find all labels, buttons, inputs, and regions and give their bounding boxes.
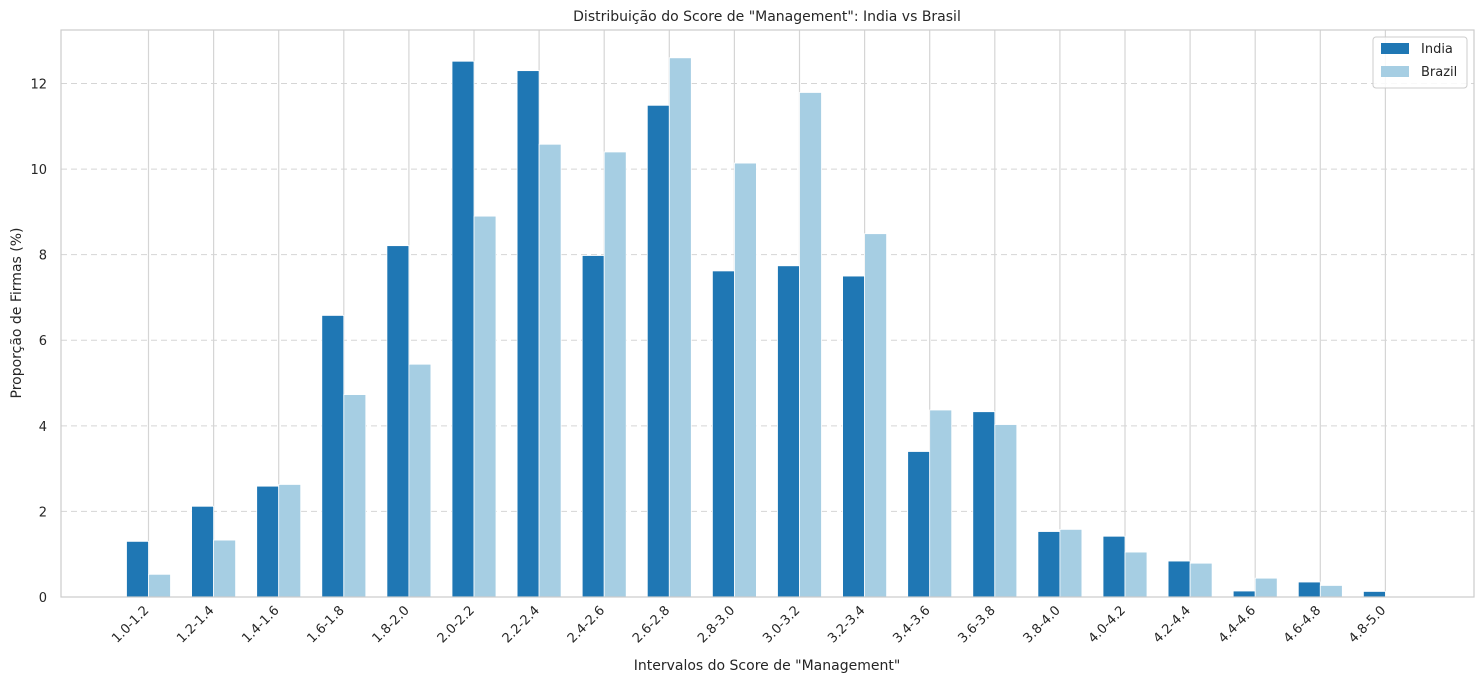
x-tick-label: 2.0-2.2 (435, 603, 478, 646)
x-tick-label: 3.0-3.2 (760, 603, 803, 646)
bar-india (1297, 581, 1321, 598)
bar-brazil (864, 233, 887, 598)
y-axis-ticks: 0 2 4 6 8 10 12 (30, 77, 47, 606)
bar-india (126, 540, 149, 598)
bar-brazil (1189, 562, 1213, 598)
bar-india (1102, 535, 1126, 598)
bar-brazil (1059, 528, 1083, 598)
chart-title: Distribuição do Score de "Management": I… (573, 9, 961, 25)
legend: India Brazil (1372, 36, 1468, 89)
bar-india (777, 265, 800, 598)
x-tick-label: 1.8-2.0 (370, 603, 413, 646)
bars (126, 57, 1386, 598)
bar-india (581, 255, 605, 598)
bar-brazil (148, 573, 171, 598)
bar-brazil (213, 539, 237, 598)
bar-brazil (668, 57, 692, 598)
x-tick-label: 3.6-3.8 (955, 603, 998, 646)
bar-brazil (343, 394, 367, 598)
legend-swatch-brazil (1381, 66, 1409, 77)
x-tick-label: 1.2-1.4 (174, 603, 217, 646)
x-tick-label: 2.8-3.0 (695, 603, 738, 646)
bar-india (386, 245, 410, 598)
y-tick-label: 2 (39, 505, 47, 520)
x-tick-label: 1.4-1.6 (239, 603, 282, 646)
y-tick-label: 10 (30, 163, 47, 178)
bar-india (1232, 590, 1256, 598)
x-tick-label: 1.6-1.8 (304, 603, 347, 646)
x-axis-label: Intervalos do Score de "Management" (634, 658, 901, 674)
x-tick-label: 4.6-4.8 (1281, 603, 1324, 646)
bar-brazil (603, 151, 627, 598)
x-tick-label: 4.0-4.2 (1086, 603, 1129, 646)
bar-india (907, 451, 931, 598)
y-tick-label: 0 (39, 591, 47, 606)
bar-brazil (929, 409, 953, 598)
bar-india (972, 411, 996, 598)
x-tick-label: 4.8-5.0 (1346, 603, 1389, 646)
bar-brazil (994, 424, 1018, 598)
bar-india (256, 485, 280, 598)
bar-brazil (734, 162, 757, 598)
bar-brazil (1319, 585, 1343, 598)
plot-frame (60, 29, 1475, 598)
bar-india (1167, 560, 1191, 598)
bar-brazil (278, 484, 302, 598)
y-tick-label: 12 (30, 77, 47, 92)
y-tick-label: 4 (39, 420, 47, 435)
y-tick-label: 6 (39, 334, 47, 349)
x-tick-label: 3.2-3.4 (825, 603, 868, 646)
bar-india (321, 315, 345, 598)
bar-india (516, 70, 540, 598)
x-axis-ticks: 1.0-1.2 1.2-1.4 1.4-1.6 1.6-1.8 1.8-2.0 2.0-2… (109, 603, 1389, 646)
x-tick-label: 1.0-1.2 (109, 603, 152, 646)
x-tick-label: 4.2-4.4 (1151, 603, 1194, 646)
bar-india (1037, 531, 1061, 598)
legend-label-india: India (1421, 42, 1453, 57)
x-tick-label: 2.6-2.8 (630, 603, 673, 646)
bar-india (712, 270, 735, 598)
bar-brazil (408, 363, 432, 598)
bar-brazil (473, 215, 497, 598)
bar-brazil (1254, 577, 1278, 598)
bar-india (1363, 591, 1386, 598)
x-tick-label: 3.4-3.6 (890, 603, 933, 646)
bar-brazil (799, 92, 822, 598)
bar-india (842, 275, 865, 598)
bar-india (191, 505, 215, 598)
y-axis-label: Proporção de Firmas (%) (9, 228, 25, 399)
legend-label-brazil: Brazil (1421, 65, 1457, 80)
bar-brazil (538, 143, 562, 598)
legend-swatch-india (1381, 43, 1409, 54)
y-tick-label: 8 (39, 249, 47, 264)
x-tick-label: 2.4-2.6 (565, 603, 608, 646)
x-tick-label: 2.2-2.4 (500, 603, 543, 646)
bar-brazil (1124, 551, 1148, 598)
x-tick-label: 3.8-4.0 (1021, 603, 1064, 646)
x-tick-label: 4.4-4.6 (1216, 603, 1259, 646)
bar-india (451, 60, 475, 598)
bar-india (646, 104, 670, 598)
